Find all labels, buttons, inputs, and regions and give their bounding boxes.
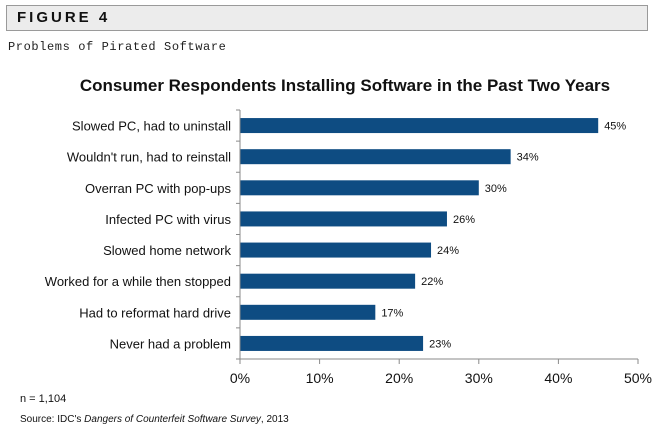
bar-3 <box>240 180 479 196</box>
figure-label: FIGURE 4 <box>17 9 111 26</box>
category-label: Slowed home network <box>103 243 231 258</box>
bar-5 <box>240 242 432 258</box>
bar-2 <box>240 149 511 165</box>
x-tick-label: 10% <box>306 370 334 386</box>
source-title: Dangers of Counterfeit Software Survey <box>84 414 261 425</box>
x-tick-label: 30% <box>465 370 493 386</box>
bar-7 <box>240 304 376 320</box>
x-tick-label: 40% <box>544 370 572 386</box>
bar-8 <box>240 335 424 351</box>
value-label: 24% <box>437 245 459 257</box>
category-label: Overran PC with pop-ups <box>85 181 231 196</box>
bar-4 <box>240 211 447 227</box>
source-suffix: , 2013 <box>260 414 289 425</box>
chart-title: Consumer Respondents Installing Software… <box>80 76 610 95</box>
category-label: Had to reformat hard drive <box>79 305 231 320</box>
value-label: 34% <box>517 152 539 164</box>
category-label: Wouldn't run, had to reinstall <box>67 150 231 165</box>
bar-6 <box>240 273 416 289</box>
category-label: Infected PC with virus <box>105 212 231 227</box>
value-label: 26% <box>453 214 475 226</box>
value-label: 22% <box>421 276 443 288</box>
figure-subtitle: Problems of Pirated Software <box>8 40 227 54</box>
x-tick-label: 20% <box>385 370 413 386</box>
sample-size-note: n = 1,104 <box>20 393 67 405</box>
category-label: Slowed PC, had to uninstall <box>72 119 231 134</box>
category-label: Worked for a while then stopped <box>45 274 231 289</box>
x-tick-label: 50% <box>624 370 652 386</box>
source-note: Source: IDC's Dangers of Counterfeit Sof… <box>20 414 289 425</box>
source-prefix: Source: IDC's <box>20 414 85 425</box>
figure-header: FIGURE 4 <box>6 5 648 31</box>
value-label: 17% <box>381 307 403 319</box>
value-label: 30% <box>485 183 507 195</box>
bar-chart: Consumer Respondents Installing Software… <box>45 76 652 386</box>
value-label: 45% <box>604 121 626 133</box>
bar-1 <box>240 118 599 134</box>
x-tick-label: 0% <box>230 370 250 386</box>
value-label: 23% <box>429 338 451 350</box>
category-label: Never had a problem <box>110 336 231 351</box>
